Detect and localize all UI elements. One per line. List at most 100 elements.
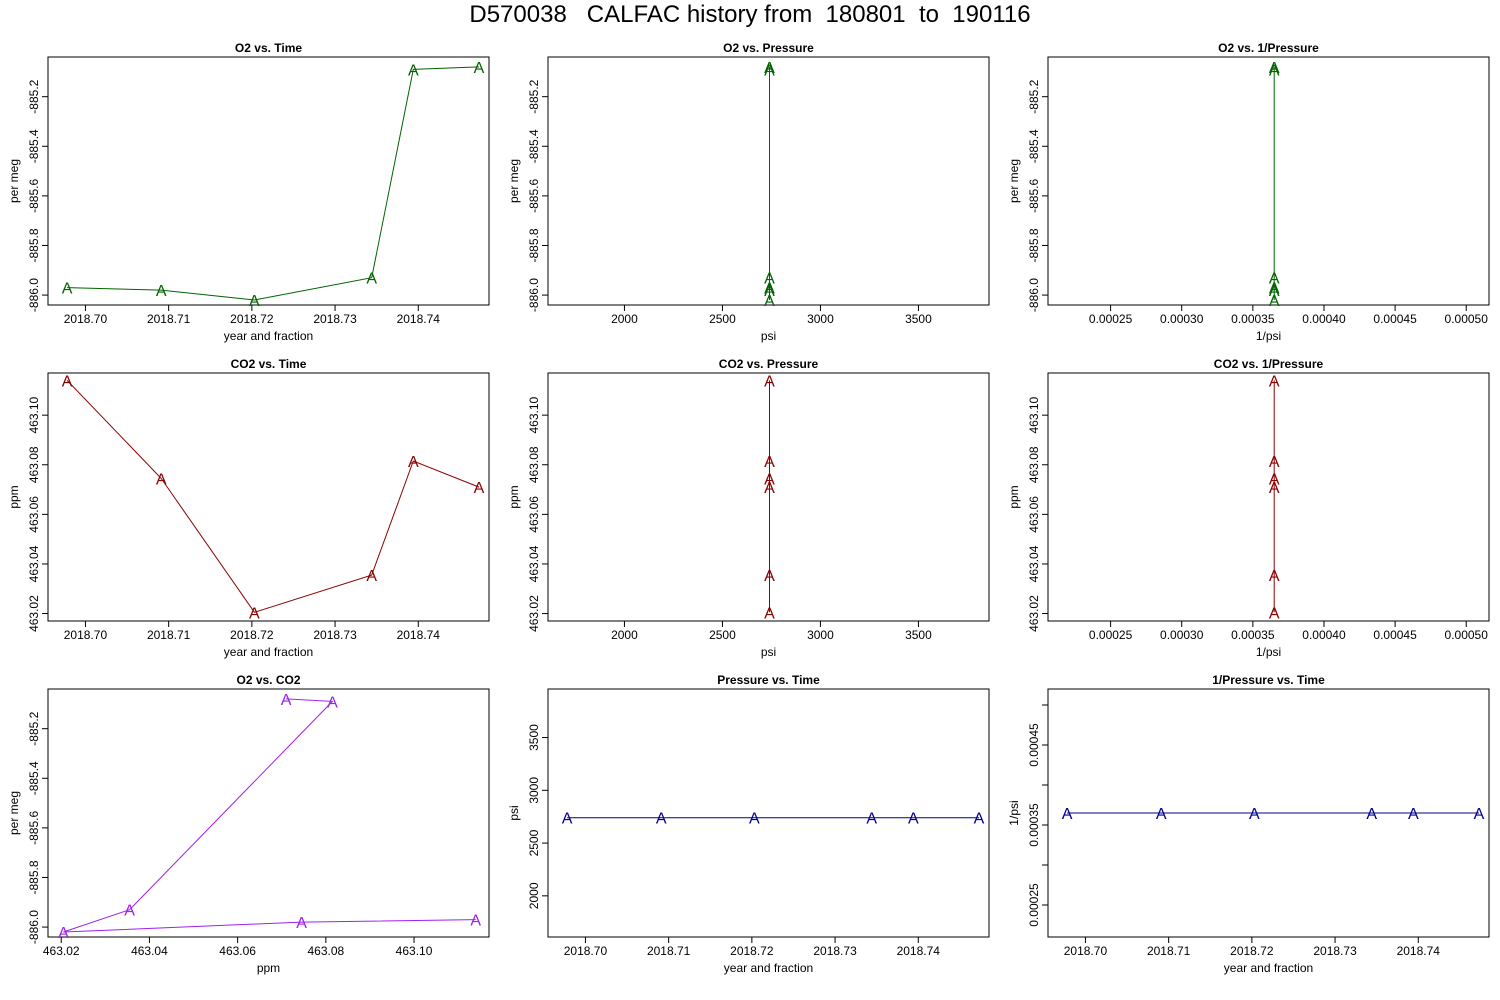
- y-tick-label: -885.2: [27, 79, 41, 113]
- x-tick-label: 2500: [709, 628, 736, 642]
- x-tick-label: 2018.72: [730, 944, 774, 958]
- y-tick-label: -885.8: [27, 228, 41, 262]
- panel-o2-vs-1-pressure: O2 vs. 1/Pressure 0.00025 0.00030 0.00035 0.…: [1007, 41, 1490, 343]
- panel-title: 1/Pressure vs. Time: [1212, 673, 1325, 687]
- data-point: A: [1269, 293, 1280, 310]
- panel-o2-vs-time: O2 vs. Time 2018.70 2018.71 2018.72 2018.73 2…: [7, 41, 490, 343]
- data-point: A: [327, 694, 338, 711]
- panel-co2-vs-pressure: CO2 vs. Pressure 2000 2500 3000 3500 463.02 46…: [507, 357, 990, 659]
- y-tick-label: 463.08: [1027, 446, 1041, 483]
- data-point: A: [866, 811, 877, 828]
- data-point: A: [249, 293, 260, 310]
- panel-title: O2 vs. CO2: [236, 673, 300, 687]
- plot-frame: [1047, 372, 1490, 622]
- x-tick-label: 2018.71: [147, 628, 191, 642]
- data-point: A: [62, 281, 73, 298]
- y-tick-label: 463.02: [27, 595, 41, 632]
- y-tick-label: -885.2: [27, 711, 41, 745]
- figure-title: D570038 CALFAC history from 180801 to 19…: [469, 1, 1031, 28]
- y-axis-label: per meg: [507, 159, 521, 203]
- panel-o2-vs-pressure: O2 vs. Pressure 2000 2500 3000 3500 -886.0 -88…: [507, 41, 990, 343]
- x-tick-label: 3500: [905, 312, 932, 326]
- y-tick-label: -885.2: [527, 79, 541, 113]
- data-point: A: [470, 913, 481, 930]
- y-axis-label: ppm: [507, 485, 521, 508]
- x-tick-label: 2000: [611, 628, 638, 642]
- y-tick-label: 463.04: [527, 545, 541, 582]
- plot-frame: [1047, 688, 1490, 938]
- x-axis-label: psi: [761, 329, 776, 343]
- x-tick-label: 2018.74: [397, 312, 441, 326]
- data-point: A: [764, 373, 775, 390]
- data-point: A: [764, 281, 775, 298]
- data-point: A: [366, 568, 377, 585]
- plot-frame: [547, 372, 990, 622]
- y-axis-label: psi: [507, 805, 521, 820]
- panel-co2-vs-time: CO2 vs. Time 2018.70 2018.71 2018.72 2018.73…: [7, 357, 490, 659]
- x-axis-label: year and fraction: [1224, 961, 1313, 975]
- plot-frame: [547, 688, 990, 938]
- series-line: [67, 66, 480, 301]
- y-axis-label: per meg: [7, 791, 21, 835]
- data-point: A: [1366, 806, 1377, 823]
- y-tick-label: 463.10: [527, 396, 541, 433]
- x-tick-label: 463.10: [396, 944, 433, 958]
- y-tick-label: 2000: [527, 882, 541, 909]
- x-axis-label: 1/psi: [1256, 645, 1281, 659]
- y-tick-label: -885.6: [527, 179, 541, 213]
- x-tick-label: 2018.73: [313, 628, 357, 642]
- x-tick-label: 2018.73: [313, 312, 357, 326]
- x-tick-label: 0.00035: [1231, 628, 1275, 642]
- data-point: A: [408, 454, 419, 471]
- data-point: A: [474, 60, 485, 77]
- x-tick-label: 2018.70: [64, 312, 108, 326]
- data-point: A: [281, 692, 292, 709]
- data-point: A: [1269, 373, 1280, 390]
- plot-frame: [47, 688, 490, 938]
- x-tick-label: 2018.70: [64, 628, 108, 642]
- x-tick-label: 0.00040: [1302, 312, 1346, 326]
- plot-frame: [547, 56, 990, 306]
- panel-title: O2 vs. Time: [235, 41, 302, 55]
- y-tick-label: 0.00025: [1027, 883, 1041, 927]
- x-tick-label: 2018.71: [147, 312, 191, 326]
- y-tick-label: -886.0: [527, 278, 541, 312]
- y-tick-label: 463.10: [1027, 396, 1041, 433]
- x-tick-label: 2018.74: [897, 944, 941, 958]
- y-tick-label: 463.04: [27, 545, 41, 582]
- y-tick-label: -885.8: [27, 860, 41, 894]
- x-tick-label: 0.00035: [1231, 312, 1275, 326]
- data-point: A: [562, 811, 573, 828]
- y-tick-label: -886.0: [27, 278, 41, 312]
- x-tick-label: 463.08: [307, 944, 344, 958]
- data-point: A: [474, 480, 485, 497]
- y-tick-label: -885.4: [527, 129, 541, 163]
- x-tick-label: 0.00025: [1089, 628, 1133, 642]
- y-tick-label: -885.6: [27, 179, 41, 213]
- plot-frame: [47, 372, 490, 622]
- data-point: A: [764, 62, 775, 79]
- panel-pressure-vs-time: Pressure vs. Time 2018.70 2018.71 2018.72 20…: [507, 673, 990, 975]
- data-point: A: [764, 480, 775, 497]
- x-axis-label: year and fraction: [224, 645, 313, 659]
- y-tick-label: 463.02: [1027, 595, 1041, 632]
- x-tick-label: 0.00040: [1302, 628, 1346, 642]
- data-point: A: [1269, 281, 1280, 298]
- x-tick-label: 2500: [709, 312, 736, 326]
- panel-title: O2 vs. Pressure: [723, 41, 814, 55]
- x-tick-label: 2018.72: [1230, 944, 1274, 958]
- data-point: A: [62, 373, 73, 390]
- series-line: [66, 380, 480, 613]
- y-tick-label: 463.08: [27, 446, 41, 483]
- data-point: A: [156, 471, 167, 488]
- data-point: A: [156, 283, 167, 300]
- y-tick-label: -886.0: [27, 910, 41, 944]
- x-tick-label: 2018.71: [647, 944, 691, 958]
- y-tick-label: 0.00045: [1027, 723, 1041, 767]
- data-point: A: [1269, 60, 1280, 77]
- x-tick-label: 2018.70: [564, 944, 608, 958]
- x-tick-label: 2018.73: [1313, 944, 1357, 958]
- data-point: A: [249, 605, 260, 622]
- y-tick-label: 463.06: [27, 496, 41, 533]
- data-point: A: [764, 283, 775, 300]
